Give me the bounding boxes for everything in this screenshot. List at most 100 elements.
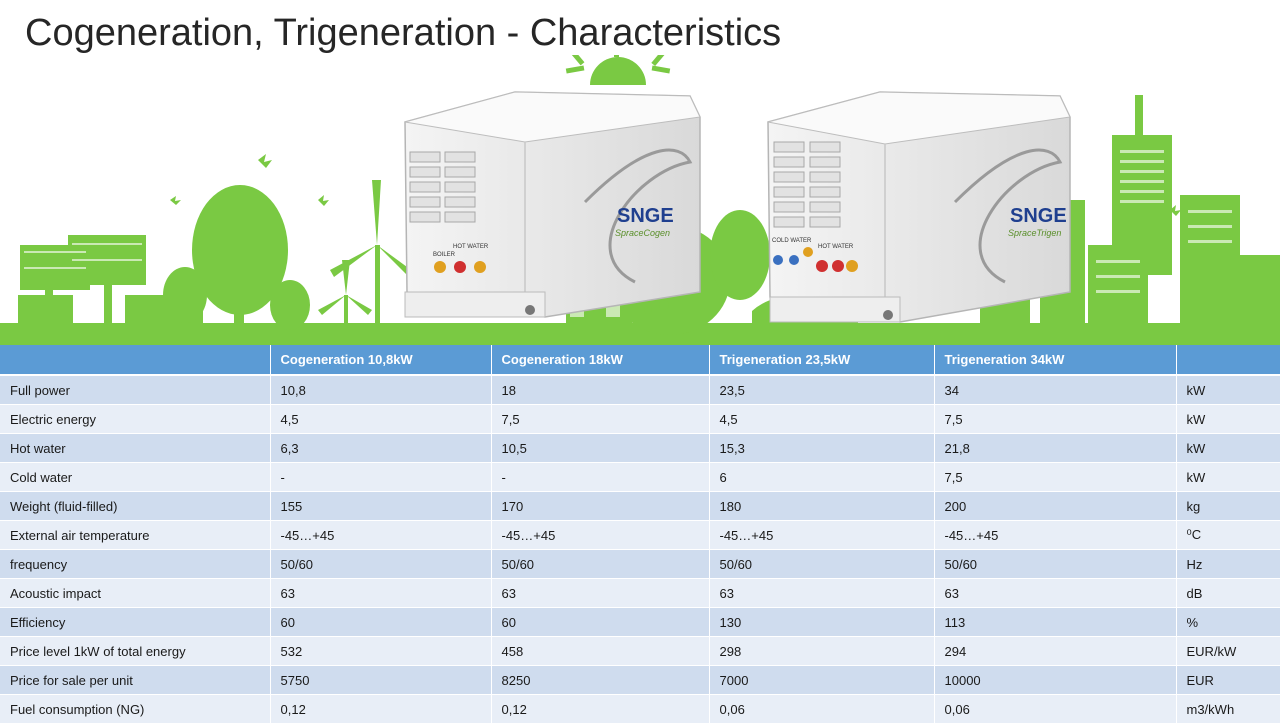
cell-value: 7,5	[491, 404, 710, 434]
unit-port-label-1a: BOILER	[433, 252, 456, 258]
cell-value: 63	[709, 578, 935, 608]
cell-value: 7,5	[934, 462, 1177, 492]
table-row: External air temperature -45…+45 -45…+45…	[0, 520, 1280, 550]
table-row: Price level 1kW of total energy 532 458 …	[0, 636, 1280, 666]
cell-value: -	[491, 462, 710, 492]
row-label: Price for sale per unit	[0, 665, 271, 695]
cell-unit: %	[1176, 607, 1280, 637]
cell-value: 6,3	[270, 433, 492, 463]
cell-value: 8250	[491, 665, 710, 695]
header-cell-cogen-18: Cogeneration 18kW	[491, 345, 710, 376]
cell-value: 4,5	[270, 404, 492, 434]
header-cell-trigen-23-5: Trigeneration 23,5kW	[709, 345, 935, 376]
row-label: frequency	[0, 549, 271, 579]
header-cell-unit	[1176, 345, 1280, 376]
cell-unit: m3/kWh	[1176, 694, 1280, 724]
cell-value: -	[270, 462, 492, 492]
cell-value: 21,8	[934, 433, 1177, 463]
table-row: Efficiency 60 60 130 113 %	[0, 607, 1280, 637]
cell-unit: kW	[1176, 404, 1280, 434]
cell-unit: kg	[1176, 491, 1280, 521]
row-label: Acoustic impact	[0, 578, 271, 608]
cell-value: 5750	[270, 665, 492, 695]
cell-value: 0,06	[934, 694, 1177, 724]
cell-value: 34	[934, 375, 1177, 405]
row-label: Fuel consumption (NG)	[0, 694, 271, 724]
row-label: External air temperature	[0, 520, 271, 550]
unit-model-1: SpraceCogen	[615, 228, 670, 238]
cell-value: 50/60	[491, 549, 710, 579]
unit-model-2: SpraceTrigen	[1008, 228, 1061, 238]
cell-value: -45…+45	[270, 520, 492, 550]
row-label: Cold water	[0, 462, 271, 492]
cell-value: 532	[270, 636, 492, 666]
row-label: Price level 1kW of total energy	[0, 636, 271, 666]
header-cell-cogen-10-8: Cogeneration 10,8kW	[270, 345, 492, 376]
cell-value: 63	[934, 578, 1177, 608]
table-row: Hot water 6,3 10,5 15,3 21,8 kW	[0, 433, 1280, 463]
cell-value: 113	[934, 607, 1177, 637]
header-cell-trigen-34: Trigeneration 34kW	[934, 345, 1177, 376]
cell-value: 23,5	[709, 375, 935, 405]
table-row: Cold water - - 6 7,5 kW	[0, 462, 1280, 492]
unit-port-label-1b: HOT WATER	[453, 244, 489, 250]
cell-value: 458	[491, 636, 710, 666]
cell-value: 0,12	[270, 694, 492, 724]
cell-value: 170	[491, 491, 710, 521]
cell-value: 180	[709, 491, 935, 521]
cell-value: 50/60	[270, 549, 492, 579]
cell-value: -45…+45	[491, 520, 710, 550]
cell-value: 130	[709, 607, 935, 637]
cell-value: 50/60	[709, 549, 935, 579]
row-label: Efficiency	[0, 607, 271, 637]
cell-value: 10,5	[491, 433, 710, 463]
trigeneration-unit-image: SNGE SpraceTrigen COLD WATER HOT WATER	[767, 91, 1071, 323]
cogeneration-unit-image: SNGE SpraceCogen BOILER HOT WATER	[404, 91, 701, 318]
table-row: Acoustic impact 63 63 63 63 dB	[0, 578, 1280, 608]
cell-value: 0,12	[491, 694, 710, 724]
cell-value: 10000	[934, 665, 1177, 695]
row-label: Weight (fluid-filled)	[0, 491, 271, 521]
cell-unit: ⁰C	[1176, 520, 1280, 550]
cell-value: 4,5	[709, 404, 935, 434]
cell-value: -45…+45	[934, 520, 1177, 550]
cell-value: -45…+45	[709, 520, 935, 550]
cell-value: 63	[491, 578, 710, 608]
table-row: Price for sale per unit 5750 8250 7000 1…	[0, 665, 1280, 695]
cell-value: 63	[270, 578, 492, 608]
table-row: Fuel consumption (NG) 0,12 0,12 0,06 0,0…	[0, 694, 1280, 724]
unit-port-label-2b: HOT WATER	[818, 244, 854, 250]
cell-value: 294	[934, 636, 1177, 666]
cell-value: 155	[270, 491, 492, 521]
cell-unit: kW	[1176, 375, 1280, 405]
cell-unit: dB	[1176, 578, 1280, 608]
cell-unit: Hz	[1176, 549, 1280, 579]
row-label: Full power	[0, 375, 271, 405]
unit-brand-1: SNGE	[617, 205, 674, 227]
cell-value: 0,06	[709, 694, 935, 724]
table-row: Electric energy 4,5 7,5 4,5 7,5 kW	[0, 404, 1280, 434]
table-row: Full power 10,8 18 23,5 34 kW	[0, 375, 1280, 405]
cell-value: 7,5	[934, 404, 1177, 434]
cell-value: 18	[491, 375, 710, 405]
table-row: frequency 50/60 50/60 50/60 50/60 Hz	[0, 549, 1280, 579]
header-cell-label	[0, 345, 271, 376]
characteristics-table: Cogeneration 10,8kW Cogeneration 18kW Tr…	[0, 345, 1280, 724]
cell-value: 60	[491, 607, 710, 637]
cell-unit: EUR	[1176, 665, 1280, 695]
unit-port-label-2a: COLD WATER	[772, 238, 812, 244]
cell-unit: kW	[1176, 433, 1280, 463]
cell-value: 10,8	[270, 375, 492, 405]
cell-value: 50/60	[934, 549, 1177, 579]
table-header-row: Cogeneration 10,8kW Cogeneration 18kW Tr…	[0, 345, 1280, 376]
cell-value: 298	[709, 636, 935, 666]
cell-value: 7000	[709, 665, 935, 695]
cell-value: 15,3	[709, 433, 935, 463]
row-label: Hot water	[0, 433, 271, 463]
slide-title: Cogeneration, Trigeneration - Characteri…	[25, 12, 782, 54]
cell-unit: kW	[1176, 462, 1280, 492]
cell-value: 6	[709, 462, 935, 492]
cell-value: 200	[934, 491, 1177, 521]
unit-brand-2: SNGE	[1010, 205, 1067, 227]
cell-unit: EUR/kW	[1176, 636, 1280, 666]
